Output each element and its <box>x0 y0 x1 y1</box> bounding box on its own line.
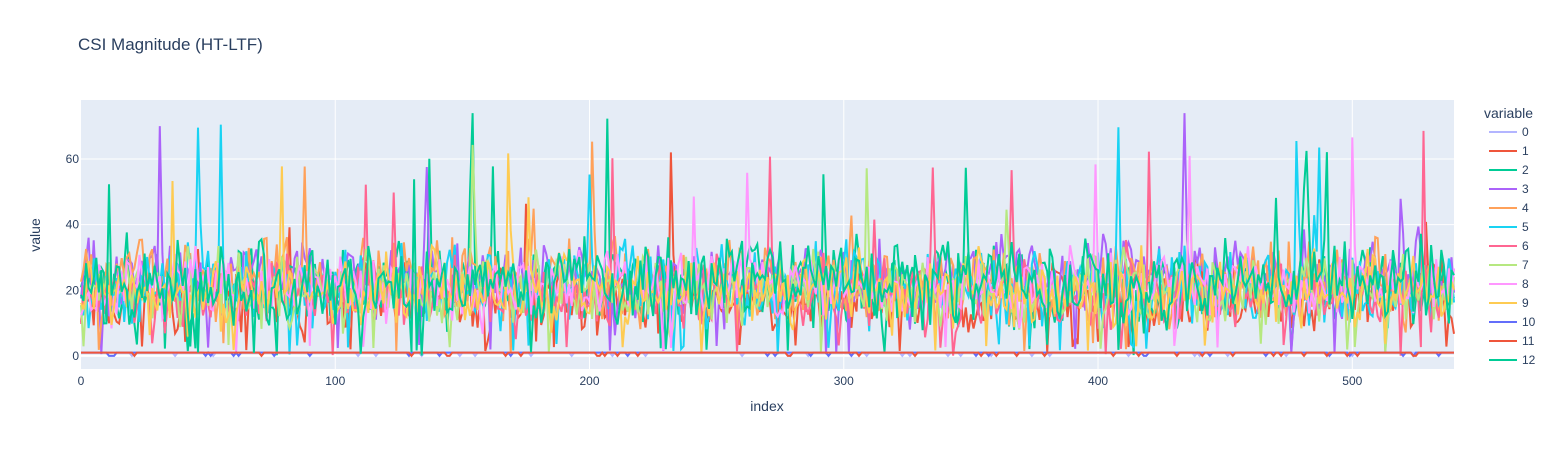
legend-item-0[interactable]: 0 <box>1489 125 1529 139</box>
legend-item-11[interactable]: 11 <box>1489 334 1535 348</box>
legend-item-6[interactable]: 6 <box>1489 239 1529 253</box>
legend-label: 12 <box>1522 353 1536 367</box>
y-axis-title: value <box>27 218 43 252</box>
chart-title: CSI Magnitude (HT-LTF) <box>78 35 263 54</box>
legend-label: 6 <box>1522 239 1529 253</box>
legend-item-8[interactable]: 8 <box>1489 277 1529 291</box>
legend-item-3[interactable]: 3 <box>1489 182 1529 196</box>
legend-label: 11 <box>1522 334 1535 348</box>
legend-label: 10 <box>1522 315 1536 329</box>
y-tick-label: 20 <box>66 283 80 297</box>
x-tick-label: 400 <box>1088 374 1108 388</box>
y-tick-label: 0 <box>72 349 79 363</box>
x-tick-label: 200 <box>580 374 600 388</box>
x-tick-label: 0 <box>78 374 85 388</box>
x-axis-ticks: 0 100 200 300 400 500 <box>78 374 1363 388</box>
legend-item-10[interactable]: 10 <box>1489 315 1536 329</box>
legend-label: 9 <box>1522 296 1529 310</box>
y-axis-ticks: 0 20 40 60 <box>66 152 80 363</box>
series-line-11 <box>81 350 1454 358</box>
series-line-9 <box>80 153 1455 354</box>
legend-item-7[interactable]: 7 <box>1489 258 1529 272</box>
legend-item-4[interactable]: 4 <box>1489 201 1529 215</box>
legend-label: 7 <box>1522 258 1529 272</box>
legend-label: 5 <box>1522 220 1529 234</box>
x-tick-label: 100 <box>325 374 345 388</box>
legend-label: 4 <box>1522 201 1529 215</box>
legend-label: 1 <box>1522 144 1529 158</box>
y-tick-label: 60 <box>66 152 80 166</box>
legend-item-5[interactable]: 5 <box>1489 220 1529 234</box>
series-layer <box>80 113 1455 358</box>
x-tick-label: 300 <box>834 374 854 388</box>
series-line-12 <box>80 150 1455 356</box>
legend-label: 0 <box>1522 125 1529 139</box>
legend-title: variable <box>1484 105 1533 121</box>
legend-label: 8 <box>1522 277 1529 291</box>
x-tick-label: 500 <box>1342 374 1362 388</box>
legend-label: 2 <box>1522 163 1529 177</box>
legend-item-12[interactable]: 12 <box>1489 353 1536 367</box>
plot-area <box>80 100 1455 369</box>
y-tick-label: 40 <box>66 218 80 232</box>
legend-label: 3 <box>1522 182 1529 196</box>
legend-item-1[interactable]: 1 <box>1489 144 1529 158</box>
legend-item-9[interactable]: 9 <box>1489 296 1529 310</box>
legend-item-2[interactable]: 2 <box>1489 163 1529 177</box>
x-axis-title: index <box>750 398 783 414</box>
